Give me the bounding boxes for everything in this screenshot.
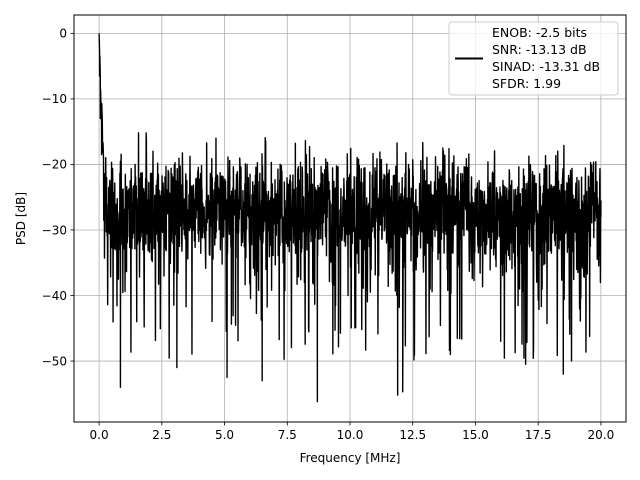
y-axis: 0 −10 −20 −30 −40 −50 <box>42 27 74 368</box>
legend-enob: ENOB: -2.5 bits <box>492 25 587 40</box>
y-tick-label: −50 <box>42 354 67 368</box>
legend-box <box>448 21 619 96</box>
psd-series-line <box>98 33 602 403</box>
x-tick-label: 5.0 <box>215 428 234 442</box>
x-tick-label: 7.5 <box>278 428 297 442</box>
x-axis-label: Frequency [MHz] <box>300 451 401 465</box>
x-tick-label: 20.0 <box>588 428 615 442</box>
legend-sinad: SINAD: -13.31 dB <box>492 59 600 74</box>
x-tick-label: 10.0 <box>337 428 364 442</box>
x-tick-label: 15.0 <box>462 428 489 442</box>
legend-snr: SNR: -13.13 dB <box>492 42 587 57</box>
x-axis: 0.0 2.5 5.0 7.5 10.0 12.5 15.0 17.5 20.0 <box>90 422 615 442</box>
x-tick-label: 17.5 <box>525 428 552 442</box>
y-tick-label: 0 <box>59 27 67 41</box>
y-tick-label: −20 <box>42 158 67 172</box>
y-tick-label: −40 <box>42 289 67 303</box>
x-tick-label: 0.0 <box>90 428 109 442</box>
x-tick-label: 12.5 <box>399 428 426 442</box>
legend: ENOB: -2.5 bits SNR: -13.13 dB SINAD: -1… <box>448 21 619 96</box>
x-tick-label: 2.5 <box>152 428 171 442</box>
y-tick-label: −10 <box>42 92 67 106</box>
y-tick-label: −30 <box>42 223 67 237</box>
y-axis-label: PSD [dB] <box>14 192 28 245</box>
series-layer <box>98 33 602 403</box>
legend-sfdr: SFDR: 1.99 <box>492 76 561 91</box>
